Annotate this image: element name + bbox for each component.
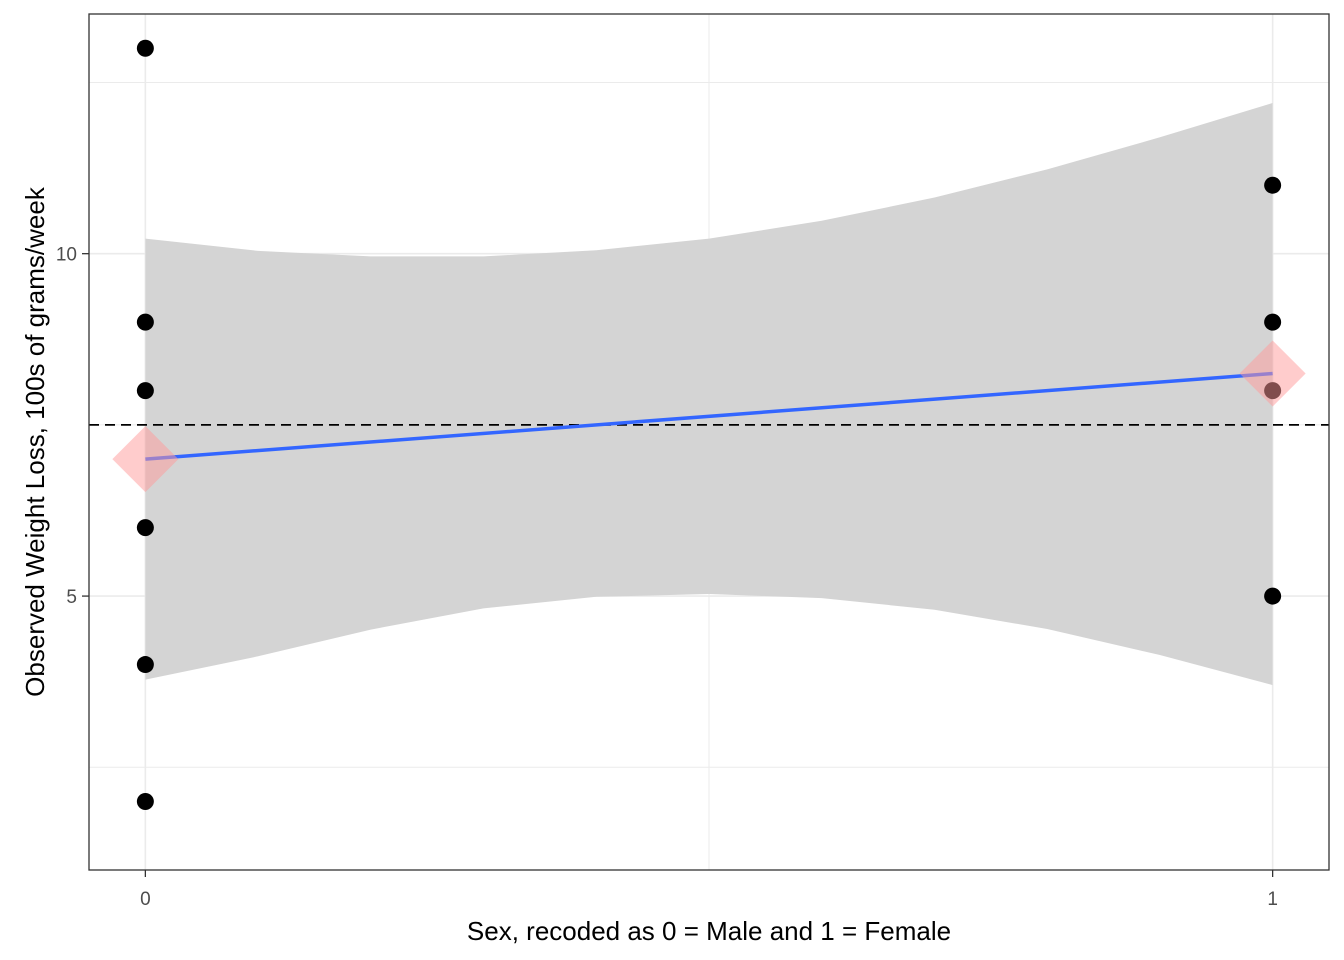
regression-line-layer bbox=[145, 371, 1273, 461]
data-point bbox=[136, 382, 154, 400]
group-mean-diamond bbox=[112, 426, 179, 493]
y-tick-label: 5 bbox=[66, 587, 77, 608]
axis-ticks: 0 1 5 10 bbox=[56, 245, 1278, 910]
data-points bbox=[136, 39, 1282, 811]
confidence-band-layer bbox=[145, 103, 1273, 686]
x-axis-title: Sex, recoded as 0 = Male and 1 = Female bbox=[467, 916, 951, 946]
data-point bbox=[1264, 587, 1282, 605]
x-tick-label: 0 bbox=[140, 889, 151, 910]
regression-line bbox=[145, 371, 1273, 461]
data-point bbox=[136, 313, 154, 331]
data-point bbox=[1264, 176, 1282, 194]
panel-border bbox=[88, 13, 1330, 871]
data-point bbox=[1264, 313, 1282, 331]
confidence-band bbox=[145, 103, 1273, 686]
y-axis-title: Observed Weight Loss, 100s of grams/week bbox=[20, 186, 50, 697]
x-tick-label: 1 bbox=[1267, 889, 1278, 910]
y-tick-label: 10 bbox=[56, 245, 77, 266]
group-mean-markers bbox=[112, 340, 1306, 493]
data-point bbox=[136, 793, 154, 811]
data-point bbox=[136, 656, 154, 674]
data-point bbox=[136, 39, 154, 57]
group-mean-diamond bbox=[1239, 340, 1306, 407]
data-point bbox=[136, 519, 154, 537]
